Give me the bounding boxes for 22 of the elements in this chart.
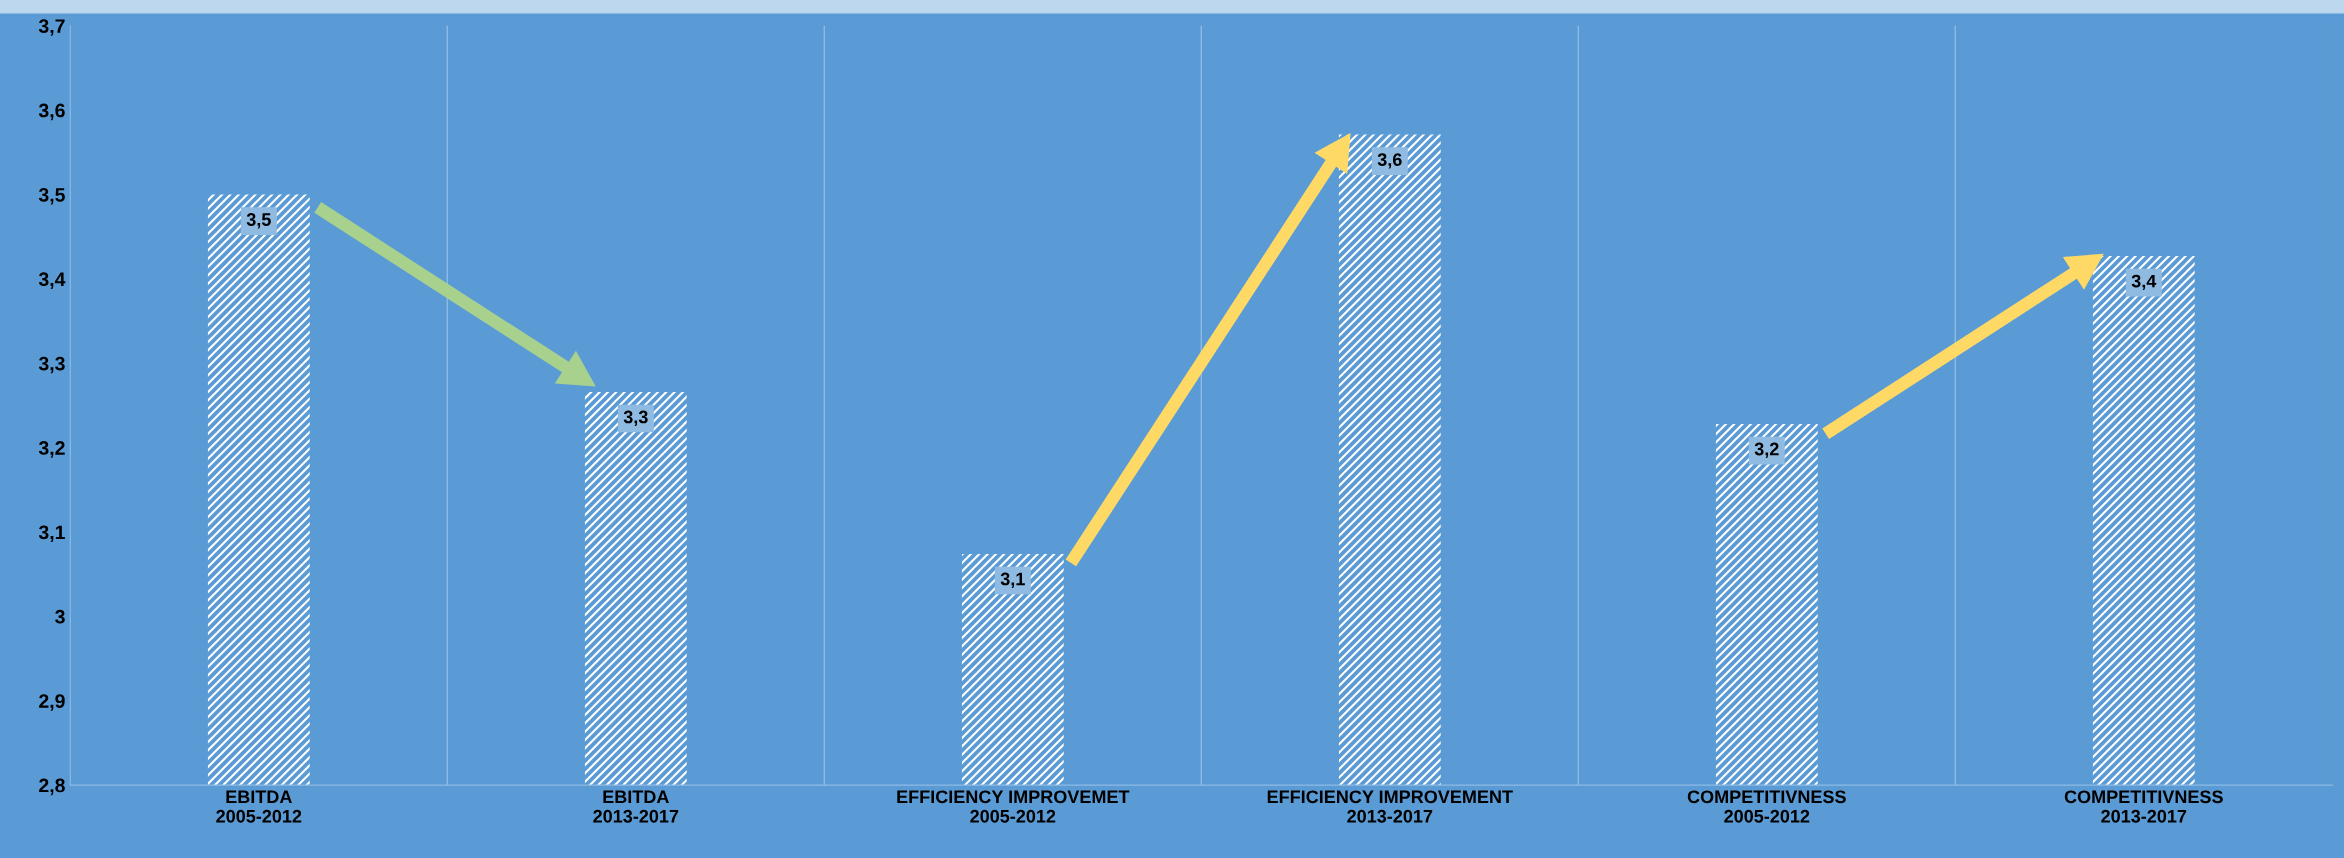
data-label: 3,1 <box>1000 572 1025 588</box>
y-tick-label: 2,8 <box>39 778 65 796</box>
x-tick-label: EFFICIENCY IMPROVEMENT 2013-2017 <box>1267 790 1513 823</box>
data-label: 3,4 <box>2131 274 2157 291</box>
y-tick-label: 3,5 <box>38 187 65 205</box>
x-tick-label: EBITDA 2013-2017 <box>593 790 679 823</box>
y-tick-label: 3 <box>55 609 65 624</box>
data-label: 3,3 <box>623 410 648 426</box>
data-label: 3,5 <box>246 213 271 229</box>
y-tick-label: 3,1 <box>38 525 65 543</box>
data-label: 3,6 <box>1377 153 1402 169</box>
x-tick-label: COMPETITIVNESS 2005-2012 <box>1687 790 1846 823</box>
y-tick-label: 3,4 <box>38 272 66 289</box>
x-tick-label: EFFICIENCY IMPROVEMET 2005-2012 <box>897 790 1130 823</box>
y-tick-label: 3,2 <box>38 441 65 458</box>
data-label: 3,2 <box>1754 442 1779 459</box>
y-tick-label: 2,9 <box>39 694 65 711</box>
x-tick-label: COMPETITIVNESS 2013-2017 <box>2064 790 2223 823</box>
y-tick-label: 3,3 <box>38 356 65 374</box>
y-tick-label: 3,7 <box>38 19 65 36</box>
y-tick-label: 3,6 <box>38 103 65 121</box>
x-tick-label: EBITDA 2005-2012 <box>216 790 302 823</box>
